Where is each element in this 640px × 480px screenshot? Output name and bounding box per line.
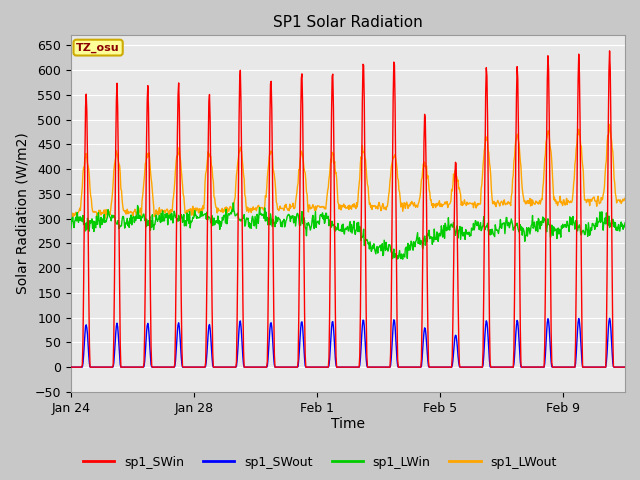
sp1_LWout	[87, 193, 95, 199]
sp1_SWin	[515, 124, 522, 130]
sp1_LWin	[299, 221, 307, 227]
sp1_LWin	[393, 256, 401, 262]
sp1_SWout	[87, 364, 95, 370]
Line: sp1_LWout: sp1_LWout	[71, 124, 625, 218]
sp1_LWin	[87, 220, 95, 226]
sp1_SWin	[87, 364, 95, 370]
sp1_SWin	[605, 48, 613, 54]
Y-axis label: Solar Radiation (W/m2): Solar Radiation (W/m2)	[15, 133, 29, 295]
sp1_LWout	[67, 212, 75, 217]
sp1_SWout	[621, 364, 629, 370]
sp1_LWout	[381, 204, 389, 210]
sp1_SWout	[269, 333, 276, 339]
sp1_LWin	[67, 226, 75, 232]
sp1_SWin	[621, 364, 629, 370]
sp1_SWout	[605, 315, 613, 321]
sp1_LWout	[269, 166, 277, 172]
sp1_SWout	[67, 364, 75, 370]
sp1_SWin	[197, 364, 205, 370]
Legend: sp1_SWin, sp1_SWout, sp1_LWin, sp1_LWout: sp1_SWin, sp1_SWout, sp1_LWin, sp1_LWout	[78, 451, 562, 474]
Line: sp1_SWin: sp1_SWin	[71, 51, 625, 367]
sp1_LWin	[381, 248, 389, 253]
sp1_SWin	[269, 164, 276, 169]
Line: sp1_SWout: sp1_SWout	[71, 318, 625, 367]
sp1_LWin	[621, 220, 629, 226]
sp1_LWin	[229, 200, 237, 206]
sp1_LWin	[269, 216, 277, 222]
sp1_SWin	[298, 71, 306, 77]
sp1_LWin	[197, 214, 205, 219]
sp1_LWout	[605, 121, 613, 127]
X-axis label: Time: Time	[331, 418, 365, 432]
sp1_LWout	[621, 195, 629, 201]
Line: sp1_LWin: sp1_LWin	[71, 203, 625, 259]
sp1_LWin	[516, 226, 524, 232]
sp1_LWout	[515, 141, 523, 147]
sp1_LWout	[102, 215, 109, 221]
sp1_SWout	[381, 364, 388, 370]
sp1_SWin	[67, 364, 75, 370]
sp1_SWout	[515, 327, 522, 333]
sp1_LWout	[299, 153, 307, 158]
sp1_SWout	[298, 319, 306, 324]
sp1_LWout	[198, 205, 205, 211]
Text: TZ_osu: TZ_osu	[76, 42, 120, 53]
sp1_SWout	[197, 364, 205, 370]
Title: SP1 Solar Radiation: SP1 Solar Radiation	[273, 15, 423, 30]
sp1_SWin	[381, 364, 388, 370]
